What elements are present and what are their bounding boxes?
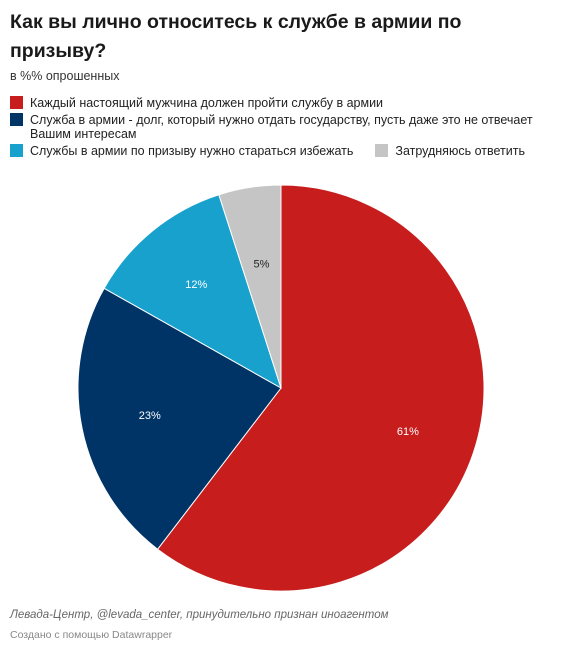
credit-note: Создано с помощью Datawrapper [10, 629, 173, 641]
legend-label-duty: Служба в армии - долг, который нужно отд… [30, 113, 533, 141]
legend-label-avoid: Службы в армии по призыву нужно старатьс… [30, 144, 354, 158]
legend-label-must-serve: Каждый настоящий мужчина должен пройти с… [30, 96, 384, 110]
pie-slice-undecided [218, 184, 282, 389]
legend-item-undecided: Затрудняюсь ответить [375, 144, 525, 158]
legend-swatch-undecided [375, 144, 389, 157]
pie-slice-avoid [103, 194, 282, 390]
slice-value-label-undecided: 5% [254, 259, 270, 271]
legend-label-undecided: Затрудняюсь ответить [395, 144, 525, 158]
legend-item-avoid: Службы в армии по призыву нужно старатьс… [10, 144, 353, 158]
legend-item-must-serve: Каждый настоящий мужчина должен пройти с… [10, 96, 555, 110]
source-note: Левада-Центр, @levada_center, принудител… [10, 609, 389, 621]
chart-legend: Каждый настоящий мужчина должен пройти с… [10, 96, 555, 161]
slice-value-label-avoid: 12% [185, 279, 207, 291]
legend-swatch-duty [10, 113, 23, 126]
legend-item-duty: Служба в армии - долг, который нужно отд… [10, 113, 555, 141]
chart-title: Как вы лично относитесь к службе в армии… [10, 11, 462, 62]
chart-subtitle: в %% опрошенных [10, 69, 120, 83]
slice-value-label-must-serve: 61% [397, 426, 419, 438]
slice-value-label-duty: 23% [139, 410, 161, 422]
legend-swatch-must-serve [10, 96, 23, 109]
pie-slice-duty [77, 287, 282, 550]
pie-slice-must-serve [156, 184, 485, 592]
legend-swatch-avoid [10, 144, 23, 157]
